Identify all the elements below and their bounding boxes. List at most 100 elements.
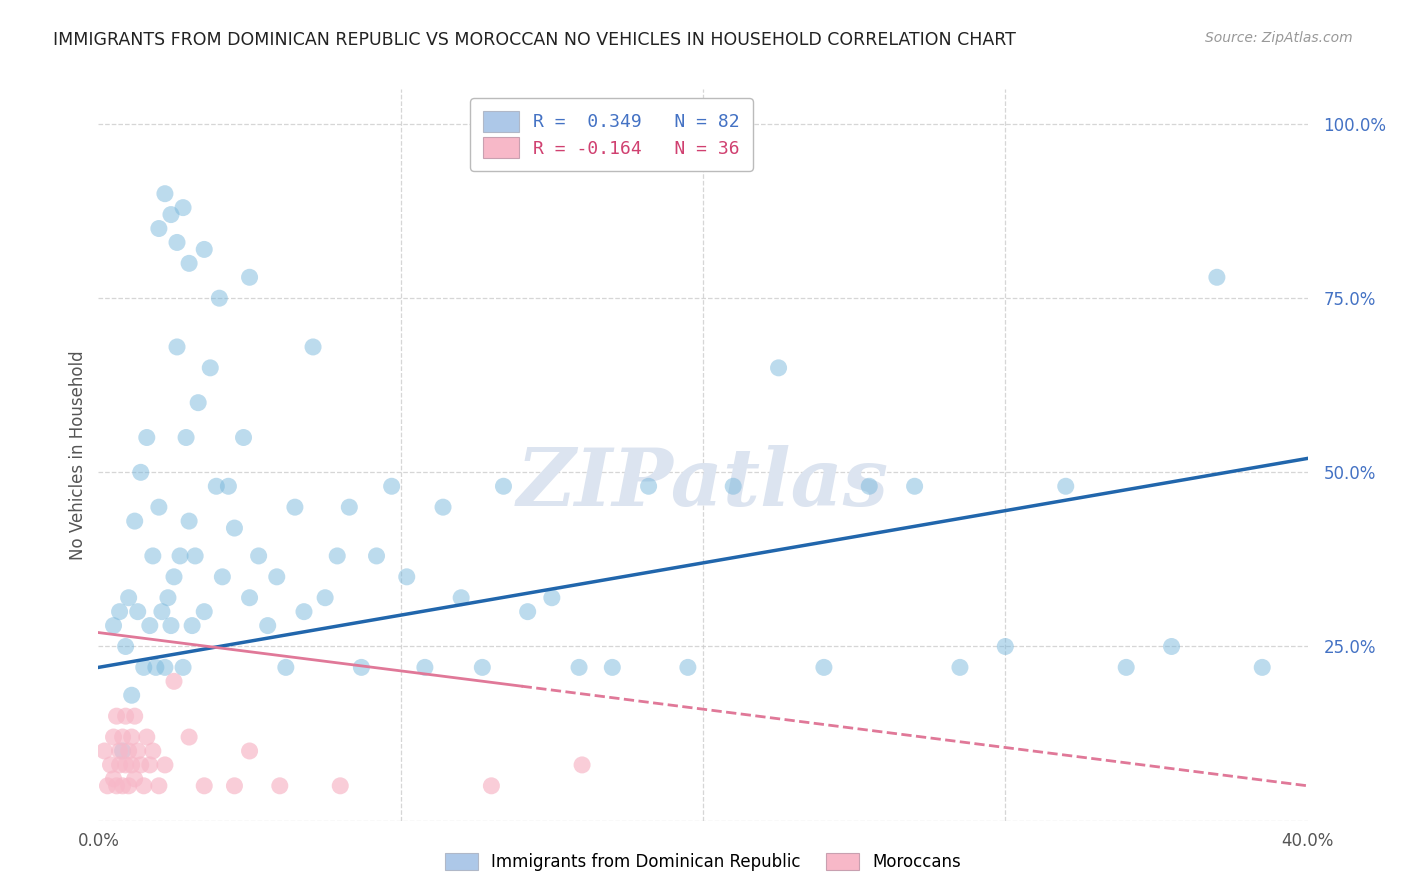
Point <box>540 591 562 605</box>
Point <box>337 500 360 515</box>
Point <box>114 709 136 723</box>
Point <box>1251 660 1274 674</box>
Point <box>105 779 128 793</box>
Point <box>302 340 325 354</box>
Text: Source: ZipAtlas.com: Source: ZipAtlas.com <box>1205 31 1353 45</box>
Point <box>184 549 207 563</box>
Point <box>166 340 188 354</box>
Point <box>193 243 215 257</box>
Point <box>172 201 194 215</box>
Point <box>121 688 143 702</box>
Point <box>129 758 152 772</box>
Point <box>193 605 215 619</box>
Point <box>239 270 262 285</box>
Point <box>904 479 927 493</box>
Point <box>124 772 146 786</box>
Point <box>481 779 503 793</box>
Point <box>266 570 288 584</box>
Point <box>602 660 624 674</box>
Point <box>121 730 143 744</box>
Point <box>114 758 136 772</box>
Point <box>135 730 157 744</box>
Point <box>108 605 131 619</box>
Point <box>118 779 141 793</box>
Point <box>153 660 176 674</box>
Point <box>994 640 1017 654</box>
Point <box>450 591 472 605</box>
Point <box>111 744 134 758</box>
Point <box>179 514 201 528</box>
Point <box>139 758 162 772</box>
Point <box>179 730 201 744</box>
Point <box>129 466 152 480</box>
Point <box>114 640 136 654</box>
Point <box>166 235 188 250</box>
Point <box>200 360 222 375</box>
Point <box>127 744 149 758</box>
Point <box>103 730 125 744</box>
Point <box>148 221 170 235</box>
Point <box>179 256 201 270</box>
Point <box>858 479 880 493</box>
Point <box>108 758 131 772</box>
Point <box>118 591 141 605</box>
Point <box>224 521 246 535</box>
Point <box>813 660 835 674</box>
Point <box>105 709 128 723</box>
Point <box>637 479 659 493</box>
Point <box>124 514 146 528</box>
Point <box>232 430 254 444</box>
Point <box>172 660 194 674</box>
Point <box>163 570 186 584</box>
Point <box>208 291 231 305</box>
Point <box>103 772 125 786</box>
Point <box>366 549 388 563</box>
Point <box>174 430 197 444</box>
Point <box>492 479 515 493</box>
Point <box>135 430 157 444</box>
Point <box>127 605 149 619</box>
Point <box>142 744 165 758</box>
Point <box>193 779 215 793</box>
Point <box>1115 660 1137 674</box>
Y-axis label: No Vehicles in Household: No Vehicles in Household <box>69 350 87 560</box>
Point <box>1160 640 1182 654</box>
Point <box>413 660 436 674</box>
Point <box>156 591 179 605</box>
Point <box>274 660 297 674</box>
Point <box>395 570 418 584</box>
Point <box>723 479 745 493</box>
Point <box>132 660 155 674</box>
Point <box>150 605 173 619</box>
Point <box>205 479 228 493</box>
Point <box>326 549 349 563</box>
Point <box>381 479 404 493</box>
Point <box>111 779 134 793</box>
Point <box>1054 479 1077 493</box>
Point <box>284 500 307 515</box>
Point <box>121 758 143 772</box>
Point <box>139 618 162 632</box>
Point <box>160 208 183 222</box>
Point <box>132 779 155 793</box>
Point <box>292 605 315 619</box>
Point <box>93 744 115 758</box>
Point <box>239 591 262 605</box>
Point <box>350 660 373 674</box>
Point <box>124 709 146 723</box>
Point <box>153 186 176 201</box>
Point <box>211 570 233 584</box>
Point <box>163 674 186 689</box>
Point <box>142 549 165 563</box>
Point <box>516 605 538 619</box>
Point <box>111 730 134 744</box>
Point <box>148 779 170 793</box>
Point <box>103 618 125 632</box>
Legend: R =  0.349   N = 82, R = -0.164   N = 36: R = 0.349 N = 82, R = -0.164 N = 36 <box>470 98 752 170</box>
Text: IMMIGRANTS FROM DOMINICAN REPUBLIC VS MOROCCAN NO VEHICLES IN HOUSEHOLD CORRELAT: IMMIGRANTS FROM DOMINICAN REPUBLIC VS MO… <box>53 31 1017 49</box>
Point <box>768 360 790 375</box>
Point <box>256 618 278 632</box>
Point <box>432 500 454 515</box>
Point <box>314 591 336 605</box>
Point <box>247 549 270 563</box>
